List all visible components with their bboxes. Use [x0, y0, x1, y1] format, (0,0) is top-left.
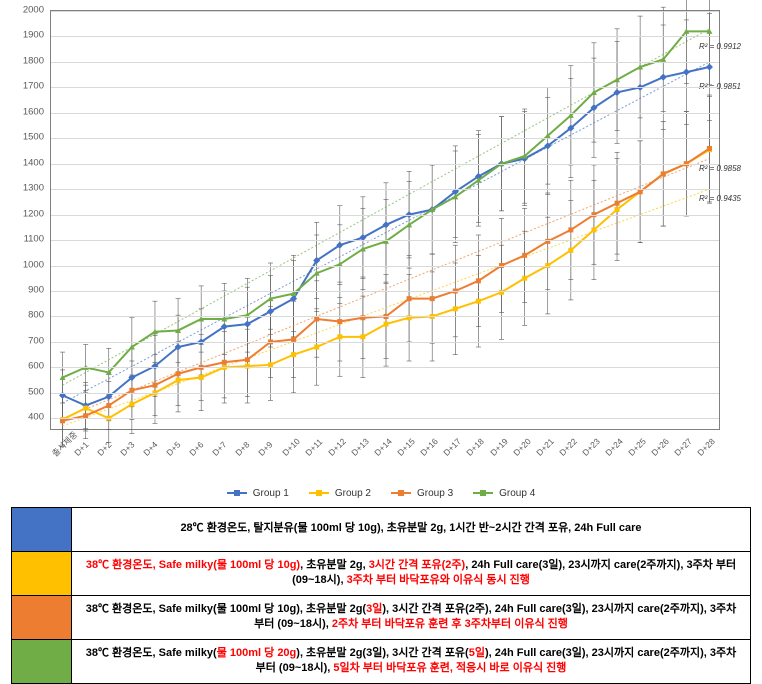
x-tick-label: D+14 — [372, 436, 394, 458]
svg-text:R² = 0.9912: R² = 0.9912 — [699, 42, 742, 51]
x-tick-label: D+8 — [234, 440, 252, 458]
x-tick-label: D+23 — [580, 436, 602, 458]
legend-label: Group 1 — [253, 488, 289, 499]
gridline — [51, 11, 719, 12]
x-tick-label: D+3 — [118, 440, 136, 458]
y-tick-label: 1500 — [23, 132, 44, 143]
y-tick-label: 1400 — [23, 157, 44, 168]
y-axis: 400 500 600 700 800 900 1000 1100 1200 1300 1400 15… — [0, 10, 48, 430]
y-tick-label: 1300 — [23, 183, 44, 194]
gridline — [51, 418, 719, 419]
y-tick-label: 1700 — [23, 81, 44, 92]
group-description-row: 38℃ 환경온도, Safe milky(물 100ml 당 10g), 초유분… — [12, 595, 751, 639]
gridline — [51, 62, 719, 63]
y-tick-label: 600 — [28, 361, 44, 372]
plot-area: R² = 0.9912R² = 0.9851R² = 0.9858R² = 0.… — [50, 10, 720, 430]
x-tick-label: D+18 — [465, 436, 487, 458]
x-tick-label: D+4 — [141, 440, 159, 458]
gridline — [51, 164, 719, 165]
legend-item: Group 4 — [473, 488, 535, 499]
legend-label: Group 3 — [417, 488, 453, 499]
y-tick-label: 800 — [28, 310, 44, 321]
y-tick-label: 500 — [28, 386, 44, 397]
x-tick-label: D+16 — [418, 436, 440, 458]
y-tick-label: 700 — [28, 335, 44, 346]
group-description-text: 38℃ 환경온도, Safe milky(물 100ml 당 10g), 초유분… — [72, 595, 751, 639]
x-tick-label: D+10 — [280, 436, 302, 458]
chart-legend: Group 1 Group 2 Group 3 Group 4 — [0, 480, 762, 499]
gridline — [51, 87, 719, 88]
group-description-row: 38℃ 환경온도, Safe milky(물 100ml 당 10g), 초유분… — [12, 551, 751, 595]
x-tick-label: 출시체중 — [49, 429, 80, 460]
x-tick-label: D+6 — [187, 440, 205, 458]
group-description-text: 38℃ 환경온도, Safe milky(물 100ml 당 10g), 초유분… — [72, 551, 751, 595]
gridline — [51, 342, 719, 343]
x-tick-label: D+11 — [303, 437, 324, 458]
group-description-table: 28℃ 환경온도, 탈지분유(물 100ml 당 10g), 초유분말 2g, … — [11, 507, 751, 684]
chart-svg: R² = 0.9912R² = 0.9851R² = 0.9858R² = 0.… — [51, 11, 719, 429]
svg-text:R² = 0.9435: R² = 0.9435 — [699, 194, 742, 203]
legend-label: Group 4 — [499, 488, 535, 499]
y-tick-label: 1200 — [23, 208, 44, 219]
x-tick-label: D+25 — [626, 436, 648, 458]
y-tick-label: 1600 — [23, 106, 44, 117]
legend-item: Group 3 — [391, 488, 453, 499]
x-tick-label: D+7 — [211, 440, 229, 458]
svg-text:R² = 0.9858: R² = 0.9858 — [699, 164, 742, 173]
gridline — [51, 266, 719, 267]
x-tick-label: D+28 — [696, 436, 718, 458]
group-color-box — [12, 551, 72, 595]
x-tick-label: D+20 — [511, 436, 533, 458]
legend-item: Group 1 — [227, 488, 289, 499]
group-description-row: 38℃ 환경온도, Safe milky(물 100ml 당 20g), 초유분… — [12, 639, 751, 683]
group-color-box — [12, 639, 72, 683]
y-tick-label: 1800 — [23, 55, 44, 66]
legend-label: Group 2 — [335, 488, 371, 499]
group-description-text: 28℃ 환경온도, 탈지분유(물 100ml 당 10g), 초유분말 2g, … — [72, 507, 751, 551]
group-color-box — [12, 595, 72, 639]
y-tick-label: 400 — [28, 412, 44, 423]
gridline — [51, 367, 719, 368]
x-tick-label: D+15 — [395, 436, 417, 458]
y-tick-label: 2000 — [23, 5, 44, 16]
group-description-row: 28℃ 환경온도, 탈지분유(물 100ml 당 10g), 초유분말 2g, … — [12, 507, 751, 551]
y-tick-label: 1000 — [23, 259, 44, 270]
gridline — [51, 393, 719, 394]
gridline — [51, 189, 719, 190]
gridline — [51, 36, 719, 37]
y-tick-label: 1100 — [24, 234, 44, 245]
x-axis: 출시체중D+1D+2D+3D+4D+5D+6D+7D+8D+9D+10D+11D… — [50, 432, 720, 462]
gridline — [51, 291, 719, 292]
group-description-text: 38℃ 환경온도, Safe milky(물 100ml 당 20g), 초유분… — [72, 639, 751, 683]
x-tick-label: D+13 — [349, 436, 371, 458]
x-tick-label: D+26 — [650, 436, 672, 458]
gridline — [51, 240, 719, 241]
x-tick-label: D+9 — [257, 440, 275, 458]
x-tick-label: D+24 — [603, 436, 625, 458]
x-tick-label: D+27 — [673, 436, 695, 458]
gridline — [51, 113, 719, 114]
legend-item: Group 2 — [309, 488, 371, 499]
x-tick-label: D+21 — [534, 436, 556, 458]
gridline — [51, 138, 719, 139]
x-tick-label: D+12 — [326, 436, 348, 458]
growth-chart: 400 500 600 700 800 900 1000 1100 1200 1300 1400 15… — [0, 0, 762, 480]
gridline — [51, 316, 719, 317]
gridline — [51, 215, 719, 216]
x-tick-label: D+17 — [442, 436, 464, 458]
group-color-box — [12, 507, 72, 551]
x-tick-label: D+2 — [95, 440, 113, 458]
x-tick-label: D+22 — [557, 436, 579, 458]
y-tick-label: 1900 — [23, 30, 44, 41]
x-tick-label: D+19 — [488, 436, 510, 458]
x-tick-label: D+5 — [164, 440, 182, 458]
y-tick-label: 900 — [28, 285, 44, 296]
